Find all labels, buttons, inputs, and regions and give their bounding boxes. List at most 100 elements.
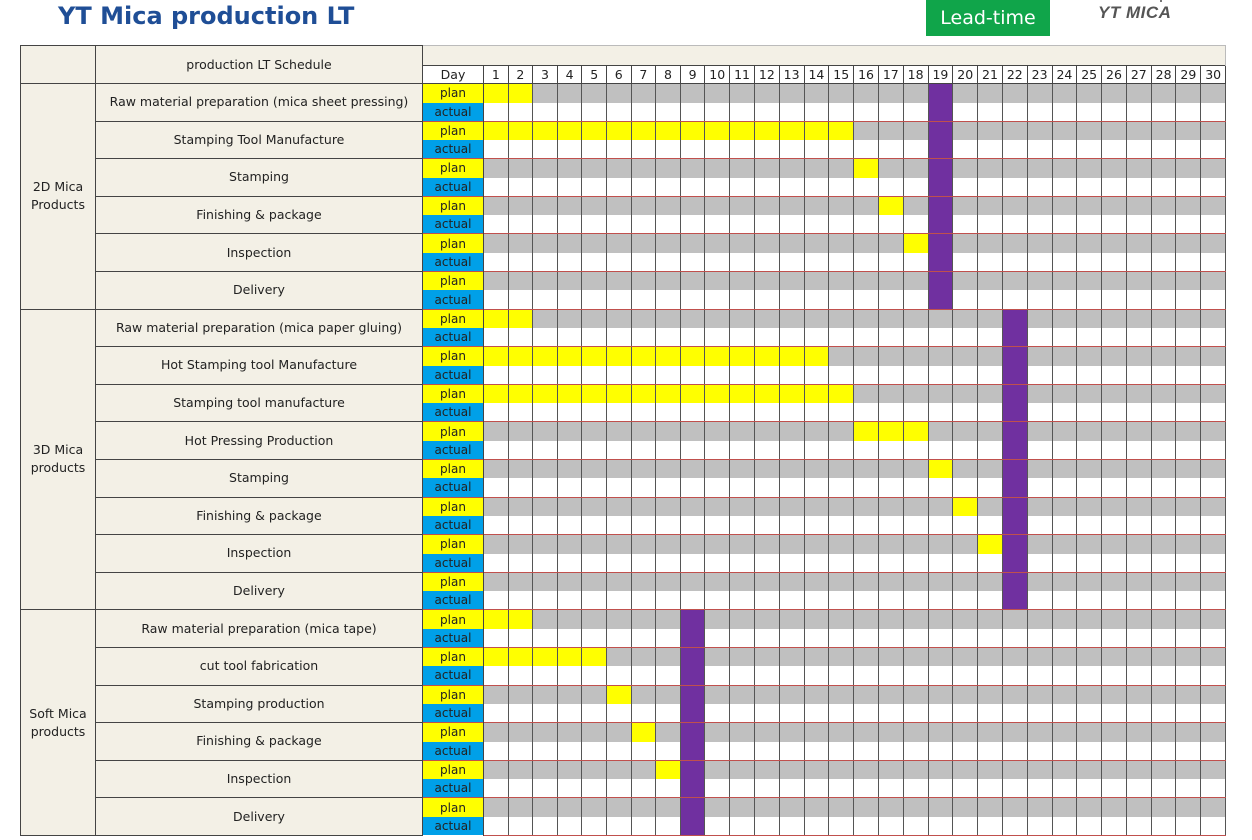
day-cell (1125, 779, 1152, 799)
day-cell (877, 215, 904, 235)
task-name: Hot Stamping tool Manufacture (95, 346, 423, 385)
day-cell (532, 779, 558, 799)
day-cell (556, 478, 583, 498)
day-cell (803, 534, 830, 554)
day-cell (803, 704, 830, 724)
day-cell (704, 140, 731, 160)
day-cell (1175, 365, 1202, 385)
day-cell (1026, 215, 1053, 235)
day-cell (1101, 779, 1127, 799)
day-cell (1026, 534, 1053, 554)
day-cell (1150, 458, 1177, 479)
day-cell (1026, 646, 1053, 667)
day-cell (1001, 628, 1028, 648)
day-cell (679, 83, 706, 103)
plan-bar-cell (507, 609, 534, 629)
day-cell (1125, 403, 1152, 423)
day-cell (803, 553, 830, 573)
day-cell (877, 591, 904, 611)
day-cell (581, 195, 607, 216)
day-cell (853, 252, 879, 272)
day-cell (655, 195, 681, 216)
plan-bar-cell (507, 646, 534, 667)
day-cell (679, 478, 706, 498)
task-name: Delivery (95, 797, 423, 836)
day-cell (1051, 346, 1078, 366)
day-cell (828, 628, 855, 648)
day-cell (977, 571, 1003, 592)
day-cell (1001, 797, 1028, 817)
day-cell (581, 215, 607, 235)
plan-bar-cell (507, 383, 534, 404)
day-cell (630, 365, 657, 385)
day-cell (1051, 534, 1078, 554)
plan-bar-cell (877, 421, 904, 441)
day-cell (952, 666, 979, 686)
day-cell (952, 421, 979, 441)
day-cell (532, 516, 558, 536)
lead-time-badge: Lead-time (926, 0, 1050, 36)
day-cell (507, 177, 534, 197)
day-cell (532, 215, 558, 235)
day-cell (655, 553, 681, 573)
day-cell (828, 534, 855, 554)
day-cell (507, 741, 534, 761)
day-cell (902, 83, 929, 103)
actual-row-label: actual (422, 666, 484, 685)
plan-bar-cell (556, 646, 583, 667)
day-cell (556, 797, 583, 817)
day-cell (556, 83, 583, 103)
day-cell (655, 722, 681, 742)
day-cell (1101, 270, 1127, 291)
day-cell (1125, 553, 1152, 573)
day-cell (581, 233, 607, 253)
day-cell (977, 403, 1003, 423)
day-cell (1101, 215, 1127, 235)
day-cell (853, 102, 879, 122)
day-number: 23 (1026, 65, 1053, 84)
day-cell (1200, 83, 1227, 103)
plan-bar-cell (927, 458, 954, 479)
day-cell (853, 534, 879, 554)
day-cell (729, 102, 755, 122)
day-cell (828, 741, 855, 761)
day-cell (1051, 120, 1078, 141)
day-cell (927, 646, 954, 667)
day-cell (729, 233, 755, 253)
lead-time-marker-cell (927, 270, 954, 291)
group-label: 2D Mica Products (20, 83, 96, 310)
day-number: 20 (952, 65, 979, 84)
day-cell (1125, 741, 1152, 761)
day-cell (753, 684, 780, 704)
plan-row-label: plan (422, 759, 484, 780)
day-cell (1125, 215, 1152, 235)
day-cell (507, 270, 534, 291)
day-number: 5 (581, 65, 607, 84)
day-cell (729, 666, 755, 686)
day-cell (483, 666, 509, 686)
day-cell (1175, 684, 1202, 704)
day-cell (853, 270, 879, 291)
day-cell (902, 684, 929, 704)
day-cell (1200, 816, 1227, 836)
plan-row-label: plan (422, 308, 484, 329)
day-cell (655, 158, 681, 178)
day-cell (853, 759, 879, 780)
day-cell (1200, 383, 1227, 404)
day-cell (902, 571, 929, 592)
lead-time-marker-cell (1001, 365, 1028, 385)
day-cell (483, 628, 509, 648)
day-cell (507, 534, 534, 554)
plan-bar-cell (483, 383, 509, 404)
day-cell (1175, 328, 1202, 348)
day-cell (803, 628, 830, 648)
day-cell (1026, 365, 1053, 385)
day-cell (877, 609, 904, 629)
day-cell (483, 233, 509, 253)
day-cell (952, 553, 979, 573)
day-cell (581, 816, 607, 836)
day-cell (532, 270, 558, 291)
day-cell (1150, 516, 1177, 536)
day-cell (803, 102, 830, 122)
day-cell (605, 440, 632, 460)
